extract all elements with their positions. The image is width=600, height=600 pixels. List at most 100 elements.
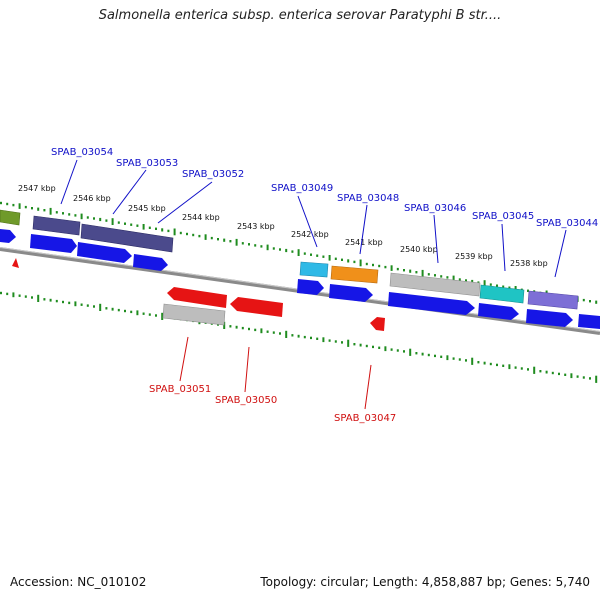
gc-tick <box>241 326 244 330</box>
gc-tick <box>12 292 15 298</box>
gc-tick <box>31 207 33 210</box>
gc-tick <box>539 370 542 373</box>
gc-tick <box>130 223 133 226</box>
gc-tick <box>303 252 306 255</box>
gc-tick <box>0 291 2 295</box>
gc-tick <box>124 222 126 225</box>
gc-tick <box>105 307 108 310</box>
gc-tick <box>446 276 449 279</box>
gc-tick <box>390 265 393 271</box>
cds-forward-arrow[interactable] <box>30 234 77 253</box>
gene-feature-orange[interactable] <box>330 265 379 284</box>
gc-tick <box>186 232 188 236</box>
gc-tick <box>142 312 145 315</box>
gc-tick <box>440 275 443 278</box>
cds-forward-arrow[interactable] <box>133 254 168 271</box>
gc-tick <box>564 373 567 376</box>
cds-forward-arrow[interactable] <box>77 242 132 263</box>
gene-feature-grey-inner[interactable] <box>162 303 226 326</box>
cds-forward-arrow[interactable] <box>297 279 324 295</box>
gc-tick <box>415 271 418 274</box>
gc-tick <box>279 332 281 335</box>
gc-tick <box>384 265 387 269</box>
gc-tick <box>359 259 362 267</box>
cds-reverse-arrow[interactable] <box>370 317 385 331</box>
kbp-label: 2543 kbp <box>237 222 275 231</box>
gc-tick <box>136 310 139 316</box>
kbp-label: 2547 kbp <box>18 184 56 193</box>
gc-tick <box>74 301 77 307</box>
cds-forward-arrow[interactable] <box>388 292 475 315</box>
kbp-label: 2538 kbp <box>510 259 548 268</box>
gc-tick <box>409 348 412 356</box>
gc-tick <box>576 375 579 378</box>
gc-tick <box>62 300 64 304</box>
gc-tick <box>285 248 288 253</box>
gene-label-forward[interactable]: SPAB_03053 <box>116 158 178 169</box>
gc-tick <box>489 362 492 366</box>
gc-tick <box>74 214 77 217</box>
gene-label-reverse[interactable]: SPAB_03051 <box>149 384 211 395</box>
gc-tick <box>111 307 114 311</box>
gc-tick <box>49 207 52 215</box>
gc-tick <box>353 343 356 346</box>
gc-tick <box>272 247 275 250</box>
gene-label-reverse[interactable]: SPAB_03047 <box>334 413 396 424</box>
gc-tick <box>471 357 474 365</box>
gene-label-forward[interactable]: SPAB_03048 <box>337 193 399 204</box>
gc-tick <box>310 253 312 256</box>
gene-label-forward[interactable]: SPAB_03049 <box>271 183 333 194</box>
gc-tick <box>589 300 591 303</box>
gene-feature-navy[interactable] <box>80 223 174 253</box>
cds-forward-arrow[interactable] <box>329 284 373 302</box>
gc-tick <box>403 269 405 272</box>
gc-tick <box>291 250 294 253</box>
gene-feature-navy[interactable] <box>32 215 81 236</box>
gc-tick <box>266 244 269 251</box>
gene-feature-grey[interactable] <box>389 272 481 297</box>
gc-tick <box>347 259 350 263</box>
gc-tick <box>248 243 250 246</box>
gene-feature-olive[interactable] <box>0 209 21 226</box>
gc-tick <box>241 242 244 245</box>
gc-tick <box>37 207 40 211</box>
gc-tick <box>229 325 232 328</box>
gc-tick <box>148 313 151 316</box>
gc-tick <box>148 226 151 229</box>
gc-tick <box>297 334 300 338</box>
gene-label-forward[interactable]: SPAB_03052 <box>182 169 244 180</box>
gc-tick <box>316 254 319 257</box>
gc-tick <box>192 233 195 237</box>
gene-feature-cyan[interactable] <box>299 261 329 278</box>
gc-tick <box>489 283 492 286</box>
gc-tick <box>80 303 83 306</box>
gc-tick <box>117 308 120 312</box>
gc-tick <box>291 334 294 337</box>
gene-label-forward[interactable]: SPAB_03044 <box>536 218 598 229</box>
gc-tick <box>477 361 480 364</box>
cds-reverse-arrow[interactable] <box>230 297 283 317</box>
gc-tick <box>365 344 368 348</box>
gc-tick <box>86 304 89 307</box>
cds-forward-arrow[interactable] <box>478 303 519 320</box>
gc-tick <box>341 258 343 261</box>
cds-reverse-arrow[interactable] <box>167 287 227 308</box>
cds-reverse-arrow[interactable] <box>12 258 19 268</box>
cds-forward-arrow[interactable] <box>526 309 573 327</box>
gc-tick <box>353 260 356 264</box>
gene-label-reverse[interactable]: SPAB_03050 <box>215 395 277 406</box>
kbp-label: 2544 kbp <box>182 213 220 222</box>
gc-tick <box>68 301 71 305</box>
cds-forward-arrow[interactable] <box>578 314 600 329</box>
gene-feature-teal[interactable] <box>479 284 525 304</box>
gc-tick <box>372 345 374 349</box>
gene-label-forward[interactable]: SPAB_03045 <box>472 211 534 222</box>
gc-tick <box>582 376 585 379</box>
gc-tick <box>303 335 306 339</box>
cds-forward-arrow[interactable] <box>0 229 16 243</box>
gene-feature-purple[interactable] <box>527 290 579 310</box>
gc-tick <box>136 224 139 227</box>
gene-label-forward[interactable]: SPAB_03046 <box>404 203 466 214</box>
gc-tick <box>347 339 350 347</box>
gene-label-forward[interactable]: SPAB_03054 <box>51 147 113 158</box>
